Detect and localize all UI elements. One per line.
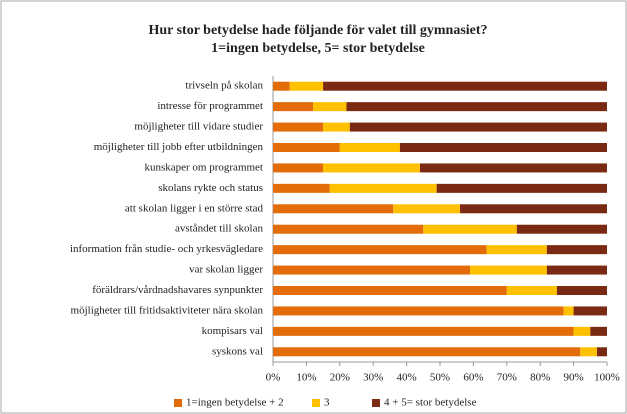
bar-segment bbox=[273, 183, 330, 193]
bar-segment bbox=[546, 265, 607, 275]
bar-segment bbox=[273, 122, 324, 132]
legend-label: 3 bbox=[324, 397, 330, 409]
chart-subtitle: 1=ingen betydelse, 5= stor betydelse bbox=[211, 41, 425, 56]
bar-segment bbox=[273, 81, 290, 91]
y-tick-label: möjligheter till jobb efter utbildningen bbox=[94, 141, 264, 153]
x-tick-label: 100% bbox=[594, 372, 620, 384]
bar-segment bbox=[323, 81, 607, 91]
bar-segment bbox=[546, 245, 607, 255]
y-tick-label: föräldrars/vårdnadshavares synpunkter bbox=[92, 284, 263, 296]
bar-segment bbox=[339, 143, 400, 152]
bar-segment bbox=[423, 224, 517, 234]
bar-segment bbox=[393, 204, 461, 214]
bar-segment bbox=[596, 347, 607, 357]
x-tick-label: 50% bbox=[430, 372, 450, 384]
y-tick-label: möjligheter till vidare studier bbox=[134, 121, 263, 133]
bar-segment bbox=[419, 163, 607, 173]
y-tick-label: avståndet till skolan bbox=[175, 223, 263, 235]
bar-segment bbox=[349, 122, 607, 132]
bar-segment bbox=[580, 347, 597, 357]
x-tick-label: 20% bbox=[330, 372, 350, 384]
y-tick-label: syskons val bbox=[212, 345, 263, 357]
chart-title: Hur stor betydelse hade följande för val… bbox=[148, 23, 487, 38]
bar-segment bbox=[399, 143, 607, 152]
bar-segment bbox=[273, 326, 574, 336]
y-tick-label: intresse för programmet bbox=[157, 100, 263, 112]
y-tick-label: möjligheter till fritidsaktiviteter nära… bbox=[71, 304, 264, 316]
y-tick-label: att skolan ligger i en större stad bbox=[125, 202, 264, 214]
bar-segment bbox=[273, 306, 564, 316]
legend-swatch bbox=[372, 399, 380, 407]
x-tick-label: 0% bbox=[266, 372, 281, 384]
bar-segment bbox=[273, 265, 471, 275]
bar-segment bbox=[313, 102, 347, 112]
y-tick-label: var skolan ligger bbox=[189, 264, 263, 276]
x-tick-label: 70% bbox=[497, 372, 517, 384]
bar-segment bbox=[470, 265, 547, 275]
bar-segment bbox=[590, 326, 607, 336]
y-tick-label: information från studie- och yrkesvägled… bbox=[70, 243, 263, 255]
bar-segment bbox=[506, 286, 557, 295]
x-tick-label: 80% bbox=[530, 372, 550, 384]
bar-segment bbox=[436, 183, 607, 193]
bar-segment bbox=[273, 163, 324, 173]
bar-segment bbox=[460, 204, 607, 214]
x-tick-label: 30% bbox=[363, 372, 383, 384]
bar-segment bbox=[323, 122, 350, 132]
bar-segment bbox=[289, 81, 324, 91]
bar-segment bbox=[273, 347, 581, 357]
bar-segment bbox=[563, 306, 574, 316]
legend-swatch bbox=[174, 399, 182, 407]
y-tick-label: skolans rykte och status bbox=[158, 182, 263, 194]
legend-label: 4 + 5= stor betydelse bbox=[384, 397, 477, 409]
bar-segment bbox=[329, 183, 437, 193]
bar-segment bbox=[346, 102, 607, 112]
bar-segment bbox=[573, 306, 607, 316]
bar-segment bbox=[273, 245, 487, 255]
bar-segment bbox=[273, 143, 340, 152]
bar-segment bbox=[323, 163, 420, 173]
x-tick-label: 60% bbox=[463, 372, 483, 384]
bar-segment bbox=[516, 224, 607, 234]
y-tick-label: trivseln på skolan bbox=[185, 80, 263, 92]
x-tick-label: 40% bbox=[397, 372, 417, 384]
bar-segment bbox=[273, 286, 507, 295]
bar-segment bbox=[556, 286, 607, 295]
legend-label: 1=ingen betydelse + 2 bbox=[186, 397, 284, 409]
bar-segment bbox=[273, 102, 314, 112]
bar-segment bbox=[486, 245, 547, 255]
legend-swatch bbox=[312, 399, 320, 407]
bar-segment bbox=[573, 326, 591, 336]
y-tick-label: kompisars val bbox=[202, 325, 263, 337]
bar-segment bbox=[273, 204, 394, 214]
x-tick-label: 90% bbox=[564, 372, 584, 384]
y-tick-label: kunskaper om programmet bbox=[144, 161, 263, 173]
x-tick-label: 10% bbox=[296, 372, 316, 384]
bar-segment bbox=[273, 224, 424, 234]
